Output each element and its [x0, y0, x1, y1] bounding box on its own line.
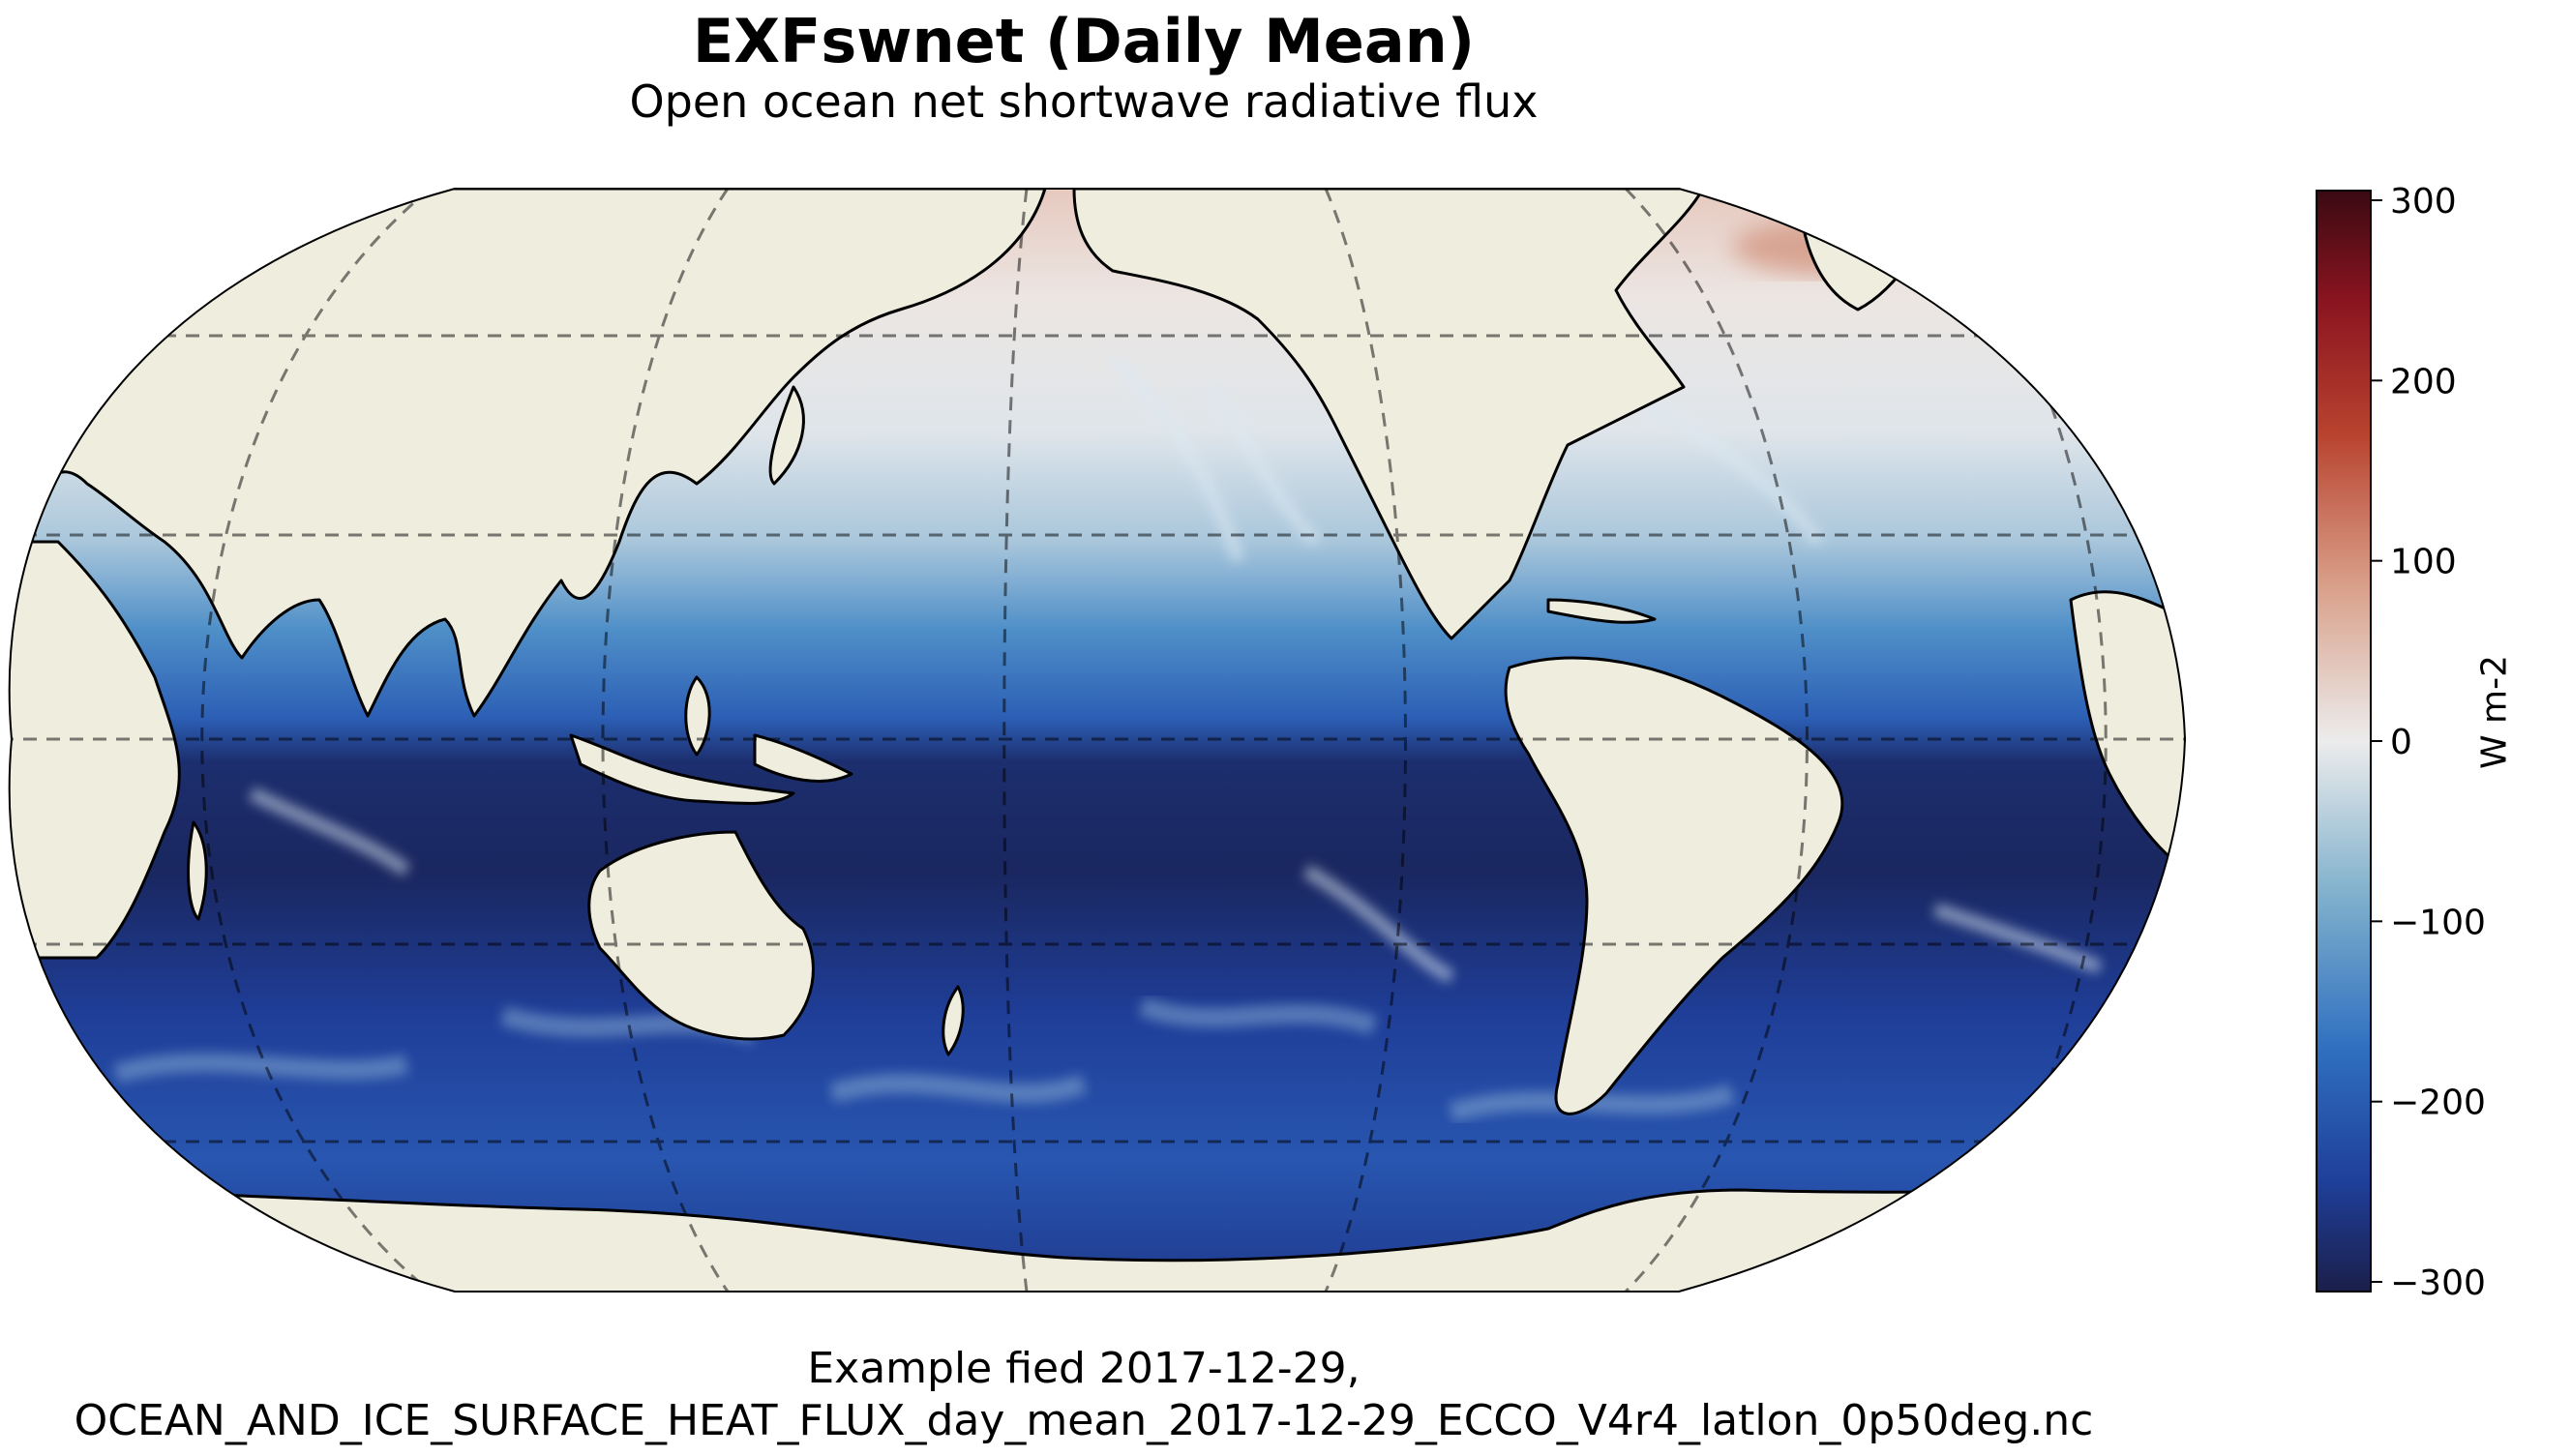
figure-title: EXFswnet (Daily Mean)	[692, 6, 1476, 76]
australia-landmass	[587, 830, 815, 1041]
colorbar-gradient	[2316, 190, 2372, 1293]
colorbar-tick-label: 200	[2390, 362, 2457, 401]
colorbar-tick-label: 100	[2390, 543, 2457, 582]
colorbar-tick-label: 300	[2390, 182, 2457, 222]
caption-line-1: Example fied 2017-12-29,	[807, 1344, 1361, 1393]
colorbar-tick-label: 0	[2390, 723, 2412, 762]
africa-landmass	[9, 540, 181, 960]
colorbar-tick-label: −100	[2390, 903, 2486, 942]
colorbar-label: W m-2	[2474, 654, 2515, 770]
madagascar-landmass	[187, 820, 208, 921]
west-africa-landmass	[2069, 590, 2185, 873]
figure-caption: Example fied 2017-12-29, OCEAN_AND_ICE_S…	[0, 1343, 2168, 1447]
colorbar: 300 200 100 0 −100 −200 −300	[2316, 182, 2486, 1303]
figure-subtitle: Open ocean net shortwave radiative flux	[629, 75, 1539, 128]
land	[9, 189, 2185, 1292]
caption-line-2: OCEAN_AND_ICE_SURFACE_HEAT_FLUX_day_mean…	[74, 1396, 2094, 1445]
japan-landmass	[768, 385, 805, 486]
north-america-landmass	[1072, 189, 1705, 640]
antarctica-landmass	[9, 1188, 2185, 1292]
south-america-landmass	[1504, 656, 1844, 1115]
colorbar-tick-label: −300	[2390, 1263, 2486, 1303]
colorbar-tick-label: −200	[2390, 1084, 2486, 1123]
se-asia-islands	[569, 733, 795, 805]
eurasia-landmass	[9, 189, 1047, 718]
globe-outline	[8, 188, 2187, 1293]
colorbar-ticks: 300 200 100 0 −100 −200 −300	[2371, 182, 2486, 1303]
map-body	[9, 189, 2185, 1292]
